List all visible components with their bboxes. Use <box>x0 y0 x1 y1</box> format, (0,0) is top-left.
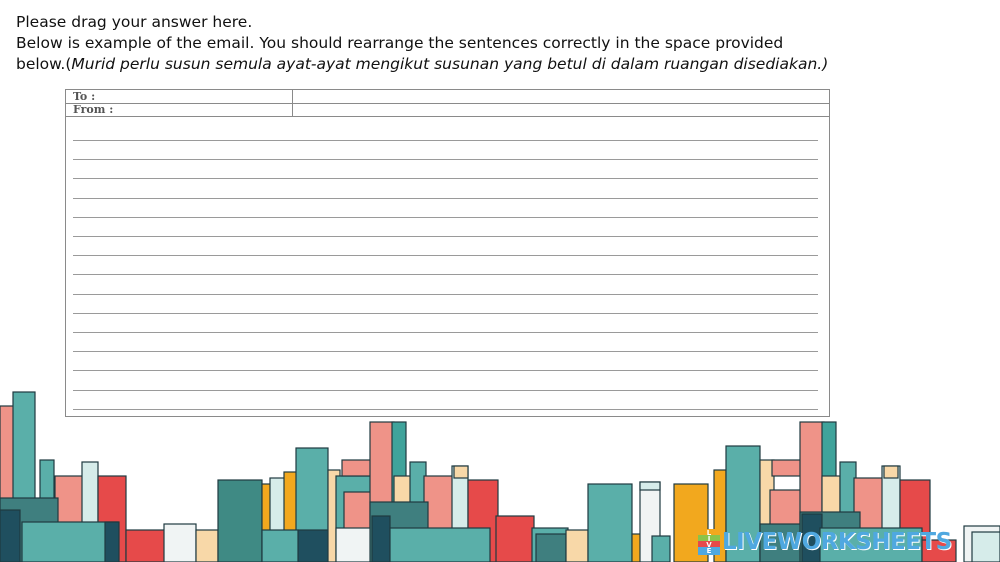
writing-line <box>73 408 818 410</box>
logo-letter: E <box>698 547 720 555</box>
instruction-line-3-prefix: below.( <box>16 55 72 73</box>
writing-line <box>73 236 818 237</box>
logo-letter: I <box>698 535 720 543</box>
instructions: Please drag your answer here. Below is e… <box>16 12 991 75</box>
writing-line <box>73 389 818 391</box>
watermark-text: LIVEWORKSHEETS <box>722 529 952 555</box>
instruction-line-2: Below is example of the email. You shoul… <box>16 34 784 52</box>
liveworksheets-logo-icon: L I V E <box>698 529 720 555</box>
writing-line <box>73 216 818 218</box>
writing-line <box>73 178 818 180</box>
writing-line <box>73 255 818 257</box>
writing-line <box>73 140 818 141</box>
city-skyline-illustration <box>0 391 1000 562</box>
writing-line <box>73 159 818 161</box>
email-form: To : From : <box>65 89 830 417</box>
header-divider <box>292 90 293 117</box>
writing-line <box>73 274 818 276</box>
writing-line <box>73 351 818 353</box>
writing-line <box>73 370 818 372</box>
from-row[interactable]: From : <box>66 103 829 117</box>
to-label: To : <box>73 90 96 103</box>
instruction-line-1: Please drag your answer here. <box>16 13 253 31</box>
logo-letter: V <box>698 541 720 549</box>
from-label: From : <box>73 103 114 116</box>
logo-letter: L <box>698 529 720 537</box>
writing-line <box>73 312 818 314</box>
liveworksheets-watermark[interactable]: L I V E LIVEWORKSHEETS <box>698 528 952 556</box>
writing-line <box>73 197 818 199</box>
instruction-line-3: below.(Murid perlu susun semula ayat-aya… <box>16 54 991 75</box>
writing-line <box>73 293 818 295</box>
instruction-malay-text: Murid perlu susun semula ayat-ayat mengi… <box>71 55 829 73</box>
writing-line <box>73 332 818 333</box>
to-row[interactable]: To : <box>66 90 829 104</box>
